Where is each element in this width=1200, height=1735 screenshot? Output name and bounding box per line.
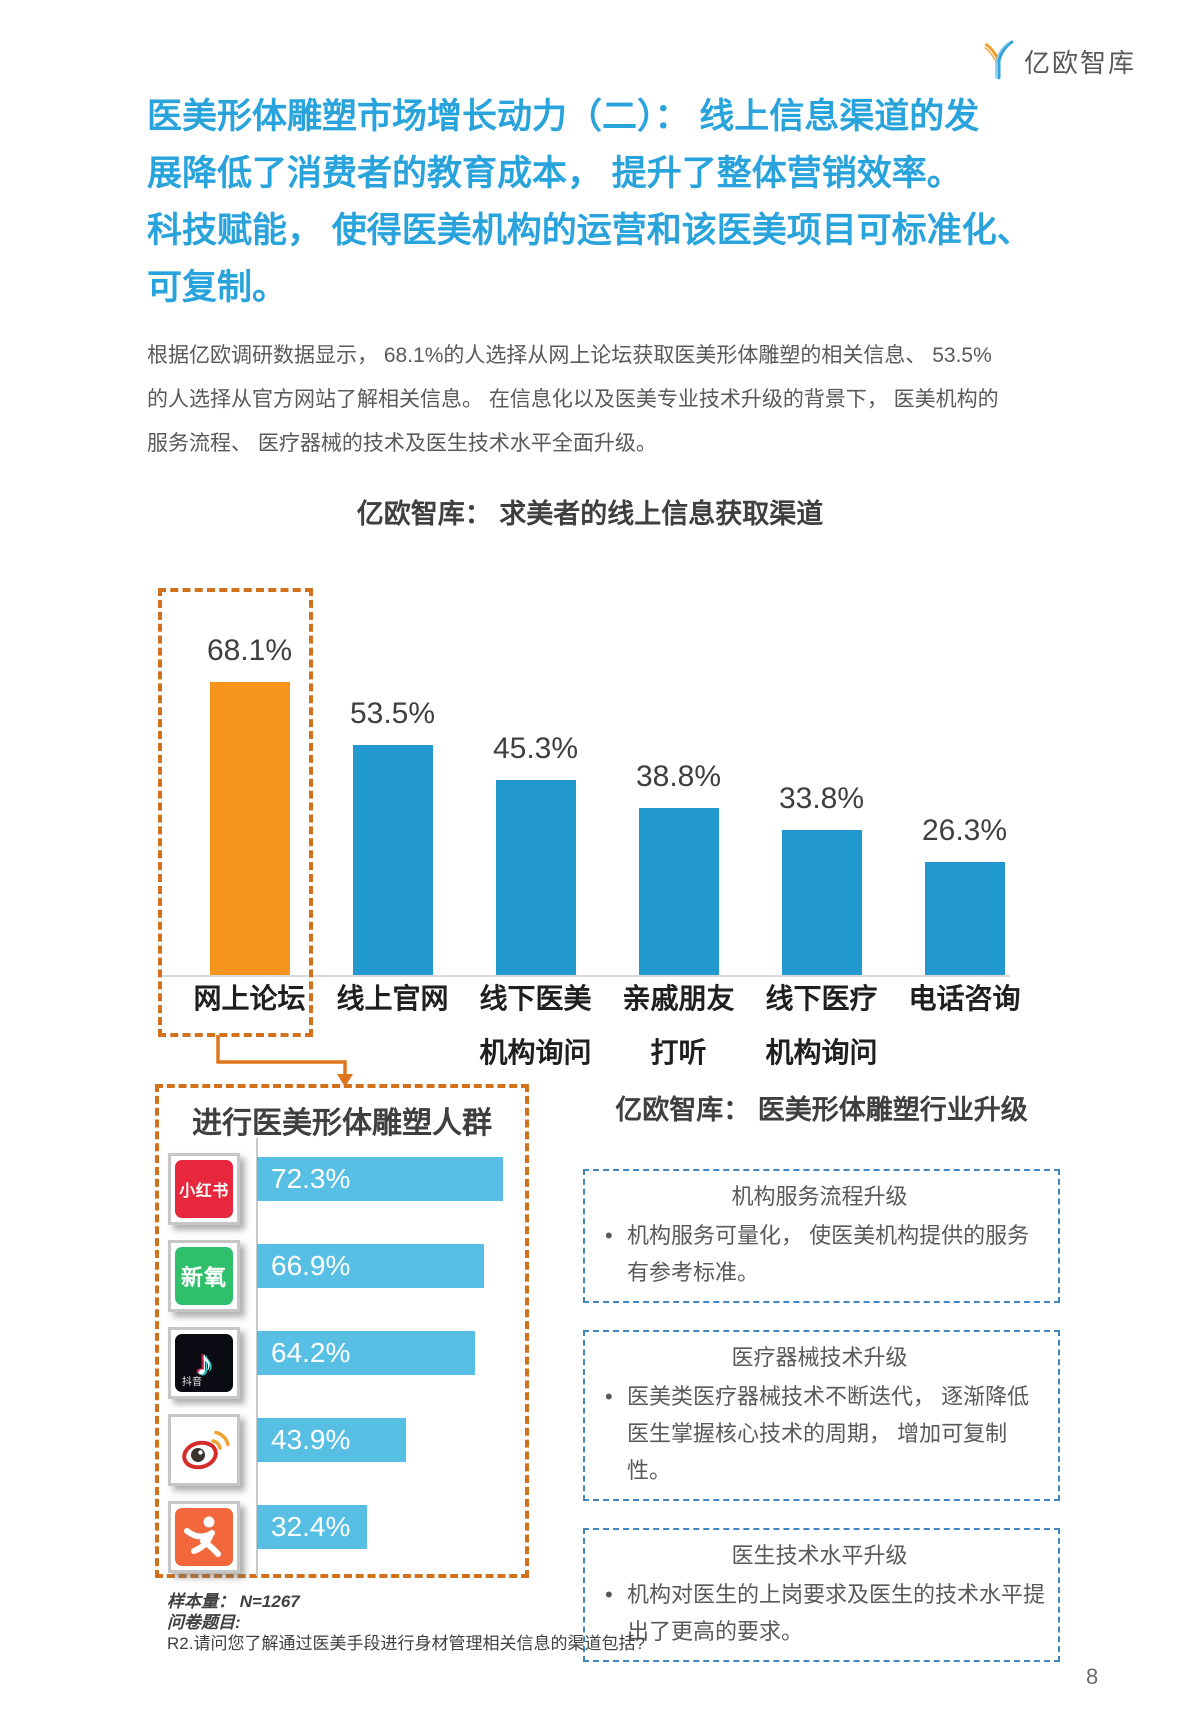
sample-size-note: 样本量： N=1267 [167,1592,300,1611]
app-panel: 进行医美形体雕塑人群 小红书 72.3% 新氧 66.9% [155,1084,529,1578]
chart-bar-slot: 38.8% [607,630,750,975]
app-bar: 72.3% [257,1157,503,1201]
chart-bar [352,745,433,975]
industry-panel-title: 亿欧智库： 医美形体雕塑行业升级 [615,1095,1028,1125]
intro-line-1: 根据亿欧调研数据显示， 68.1%的人选择从网上论坛获取医美形体雕塑的相关信息、… [147,344,992,367]
app-panel-rows: 小红书 72.3% 新氧 66.9% 抖音 [159,1146,525,1581]
chart-bar-slot: 45.3% [464,630,607,975]
chart-bar-slot: 26.3% [893,630,1036,975]
intro-line-3: 服务流程、 医疗器械的技术及医生技术水平全面升级。 [147,432,657,455]
upgrade-box-service: 机构服务流程升级 机构服务可量化， 使医美机构提供的服务有参考标准。 [583,1169,1060,1303]
upgrade-box-title: 医疗器械技术升级 [731,1345,908,1370]
app-bar-value: 64.2% [271,1337,351,1368]
online-channel-chart-categories: 网上论坛 线上官网 线下医美 机构询问 亲戚朋友 打听 线下医疗 机构询问 电话咨询 [178,983,1036,1069]
app-row-douyin: 抖音 64.2% [159,1320,525,1407]
page-number: 8 [1086,1664,1099,1689]
douyin-icon-label: 抖音 [182,1377,202,1388]
page-title: 医美形体雕塑市场增长动力（二）： 线上信息渠道的发 展降低了消费者的教育成本， … [147,88,1067,316]
bar-value-label: 38.8% [635,760,722,793]
chart-bar [781,830,862,975]
upgrade-box-title: 医生技术水平升级 [731,1543,908,1568]
footnote: 样本量： N=1267 问卷题目: R2.请问您了解通过医美手段进行身材管理相关… [167,1591,645,1654]
sport-figure-icon [168,1501,240,1573]
chart-bar [209,682,290,975]
app-bar-value: 32.4% [271,1511,351,1542]
app-row-xiaohongshu: 小红书 72.3% [159,1146,525,1233]
app-bar: 43.9% [257,1418,406,1462]
chart-bar-slot: 33.8% [750,630,893,975]
bar-value-label: 45.3% [492,732,579,765]
upgrade-box-bullet: 机构对医生的上岗要求及医生的技术水平提出了更高的要求。 [593,1576,1046,1650]
soyoung-icon-label: 新氧 [180,1265,227,1290]
upgrade-box-title: 机构服务流程升级 [731,1184,908,1209]
page-title-line-1: 医美形体雕塑市场增长动力（二）： 线上信息渠道的发 [147,97,980,136]
chart-bar [638,808,719,975]
questionnaire-label: 问卷题目: [167,1613,241,1632]
upgrade-box-device: 医疗器械技术升级 医美类医疗器械技术不断迭代， 逐渐降低医生掌握核心技术的周期，… [583,1330,1060,1501]
chart-x-axis-line [160,975,1010,977]
page-title-line-4: 可复制。 [147,268,288,307]
xiaohongshu-icon: 小红书 [168,1153,240,1225]
app-bar: 64.2% [257,1331,475,1375]
chart-bar [495,780,576,975]
app-row-weibo: 43.9% [159,1407,525,1494]
bar-category-label: 网上论坛 [193,983,306,1014]
bar-value-label: 53.5% [349,697,436,730]
bar-category-label: 亲戚朋友 打听 [622,983,735,1068]
chart-bar-slot: 68.1% [178,630,321,975]
bar-category-label: 线下医疗 机构询问 [765,983,878,1068]
industry-upgrade-panel: 亿欧智库： 医美形体雕塑行业升级 机构服务流程升级 机构服务可量化， 使医美机构… [583,1088,1060,1689]
weibo-icon [168,1414,240,1486]
app-bar: 66.9% [257,1244,484,1288]
bar-category-label: 线上官网 [336,983,449,1014]
app-row-sport: 32.4% [159,1494,525,1581]
connector-arrow-icon [200,1033,370,1098]
app-bar-value: 43.9% [271,1424,351,1455]
soyoung-icon: 新氧 [168,1240,240,1312]
online-channel-chart-bars: 68.1% 53.5% 45.3% 38.8% 33.8% 26.3% [178,630,1036,975]
upgrade-box-bullet: 机构服务可量化， 使医美机构提供的服务有参考标准。 [593,1217,1046,1291]
app-row-soyoung: 新氧 66.9% [159,1233,525,1320]
app-panel-title: 进行医美形体雕塑人群 [192,1107,492,1140]
highlight-dashed-box [158,588,313,1037]
logo-wordmark: 亿欧智库 [1024,48,1137,78]
bar-category-label: 线下医美 机构询问 [479,983,592,1068]
page-title-line-2: 展降低了消费者的教育成本， 提升了整体营销效率。 [147,154,962,193]
intro-paragraph: 根据亿欧调研数据显示， 68.1%的人选择从网上论坛获取医美形体雕塑的相关信息、… [147,334,1047,466]
app-bar-value: 72.3% [271,1163,351,1194]
questionnaire-question: R2.请问您了解通过医美手段进行身材管理相关信息的渠道包括? [167,1634,645,1653]
app-bar-value: 66.9% [271,1250,351,1281]
page-title-line-3: 科技赋能， 使得医美机构的运营和该医美项目可标准化、 [147,211,1032,250]
chart-bar [924,862,1005,975]
douyin-icon: 抖音 [168,1327,240,1399]
xiaohongshu-icon-label: 小红书 [179,1183,229,1200]
bar-value-label: 68.1% [206,634,293,667]
intro-line-2: 的人选择从官方网站了解相关信息。 在信息化以及医美专业技术升级的背景下， 医美机… [147,388,999,411]
bar-category-label: 电话咨询 [908,983,1021,1014]
upgrade-box-doctor: 医生技术水平升级 机构对医生的上岗要求及医生的技术水平提出了更高的要求。 [583,1528,1060,1662]
eo-logo-icon [982,38,1016,85]
chart-bar-slot: 53.5% [321,630,464,975]
upgrade-box-bullet: 医美类医疗器械技术不断迭代， 逐渐降低医生掌握核心技术的周期， 增加可复制性。 [593,1378,1046,1489]
chart-title-online-channels: 亿欧智库： 求美者的线上信息获取渠道 [356,499,824,529]
bar-value-label: 26.3% [921,814,1008,847]
app-bar: 32.4% [257,1505,367,1549]
bar-value-label: 33.8% [778,782,865,815]
eo-intelligence-logo: 亿欧智库 [982,38,1136,85]
